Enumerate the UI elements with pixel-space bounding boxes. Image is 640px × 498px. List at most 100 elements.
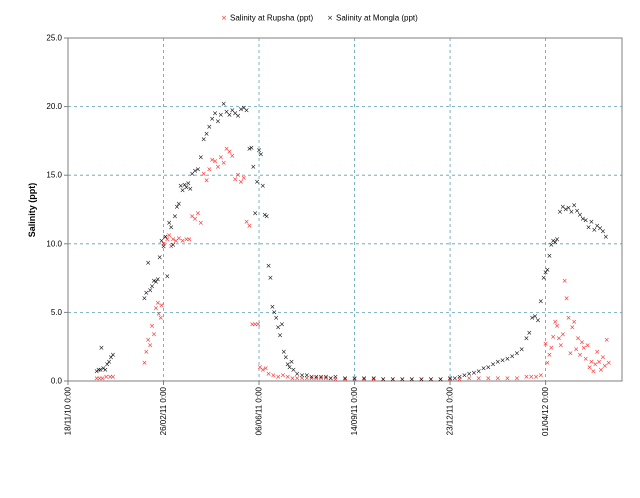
rupsha-point: × [583, 355, 589, 363]
mongla-point: × [323, 373, 329, 381]
rupsha-point: × [158, 314, 164, 322]
mongla-point: × [262, 211, 268, 219]
mongla-point: × [266, 262, 272, 270]
rupsha-point: × [103, 373, 109, 381]
mongla-point: × [244, 107, 250, 115]
mongla-point: × [215, 118, 221, 126]
rupsha-point: × [204, 177, 210, 185]
mongla-point: × [98, 366, 104, 374]
mongla-point: × [566, 204, 572, 212]
rupsha-point: × [313, 374, 319, 382]
mongla-point: × [352, 374, 358, 382]
rupsha-point: × [538, 372, 544, 380]
mongla-point: × [180, 186, 186, 194]
rupsha-point: × [186, 236, 192, 244]
rupsha-point: × [257, 363, 263, 371]
rupsha-point: × [585, 341, 591, 349]
rupsha-point: × [590, 367, 596, 375]
mongla-point: × [247, 145, 253, 153]
rupsha-point: × [226, 148, 232, 156]
mongla-point: × [110, 351, 116, 359]
mongla-point: × [178, 182, 184, 190]
mongla-point: × [287, 363, 293, 371]
mongla-point: × [226, 111, 232, 119]
mongla-point: × [176, 200, 182, 208]
mongla-point: × [568, 208, 574, 216]
mongla-point: × [104, 361, 110, 369]
rupsha-point: × [285, 373, 291, 381]
mongla-point: × [268, 274, 274, 282]
mongla-point: × [438, 376, 444, 384]
mongla-point: × [563, 206, 569, 214]
mongla-point: × [258, 151, 264, 159]
rupsha-point: × [579, 339, 585, 347]
series-rupsha: ××××××××××××××××××××××××××××××××××××××××… [94, 145, 612, 383]
rupsha-point: × [466, 374, 472, 382]
rupsha-point: × [575, 334, 581, 342]
rupsha-point: × [569, 323, 575, 331]
mongla-point: × [461, 372, 467, 380]
mongla-point: × [500, 356, 506, 364]
mongla-point: × [399, 376, 405, 384]
mongla-point: × [514, 350, 520, 358]
mongla-point: × [161, 243, 167, 251]
rupsha-point: × [229, 152, 235, 160]
x-tick-label: 06/06/11 0:00 [255, 386, 264, 435]
rupsha-point: × [438, 376, 444, 384]
mongla-point: × [279, 321, 285, 329]
mongla-point: × [594, 222, 600, 230]
rupsha-point: × [198, 219, 204, 227]
rupsha-point: × [212, 157, 218, 165]
rupsha-point: × [164, 236, 170, 244]
rupsha-point: × [206, 166, 212, 174]
mongla-point: × [141, 295, 147, 303]
mongla-point: × [271, 308, 277, 316]
rupsha-point: × [143, 348, 149, 356]
rupsha-point: × [543, 340, 549, 348]
rupsha-point: × [294, 374, 300, 382]
mongla-point: × [577, 211, 583, 219]
y-tick-label: 15.0 [46, 171, 62, 180]
rupsha-point: × [606, 359, 612, 367]
mongla-point: × [283, 354, 289, 362]
mongla-point: × [342, 374, 348, 382]
rupsha-point: × [166, 232, 172, 240]
mongla-point: × [485, 363, 491, 371]
mongla-point: × [143, 289, 149, 297]
grid-lines [68, 38, 622, 381]
rupsha-point: × [107, 373, 113, 381]
mongla-point: × [580, 215, 586, 223]
rupsha-point: × [604, 336, 610, 344]
rupsha-point: × [552, 318, 558, 326]
mongla-point: × [554, 236, 560, 244]
rupsha-point: × [390, 376, 396, 384]
series-mongla: ××××××××××××××××××××××××××××××××××××××××… [94, 100, 609, 384]
mongla-point: × [546, 252, 552, 260]
mongla-point: × [380, 376, 386, 384]
mongla-point: × [550, 237, 556, 245]
mongla-point: × [529, 314, 535, 322]
mongla-point: × [552, 238, 558, 246]
y-tick-label: 0.0 [51, 377, 63, 386]
rupsha-point: × [495, 374, 501, 382]
rupsha-point: × [333, 376, 339, 384]
rupsha-point: × [224, 145, 230, 153]
rupsha-point: × [550, 333, 556, 341]
mongla-point: × [159, 237, 165, 245]
rupsha-point: × [252, 321, 258, 329]
mongla-point: × [557, 208, 563, 216]
rupsha-point: × [189, 212, 195, 220]
mongla-point: × [586, 223, 592, 231]
rupsha-point: × [361, 376, 367, 384]
y-axis-title: Salinity (ppt) [27, 183, 37, 238]
mongla-point: × [273, 314, 279, 322]
rupsha-point: × [577, 351, 583, 359]
rupsha-point: × [238, 178, 244, 186]
mongla-point: × [108, 354, 114, 362]
rupsha-point: × [328, 374, 334, 382]
rupsha-point: × [485, 374, 491, 382]
mongla-point: × [418, 376, 424, 384]
mongla-point: × [260, 182, 266, 190]
rupsha-point: × [352, 376, 358, 384]
legend: × Salinity at Rupsha (ppt) × Salinity at… [221, 14, 418, 23]
